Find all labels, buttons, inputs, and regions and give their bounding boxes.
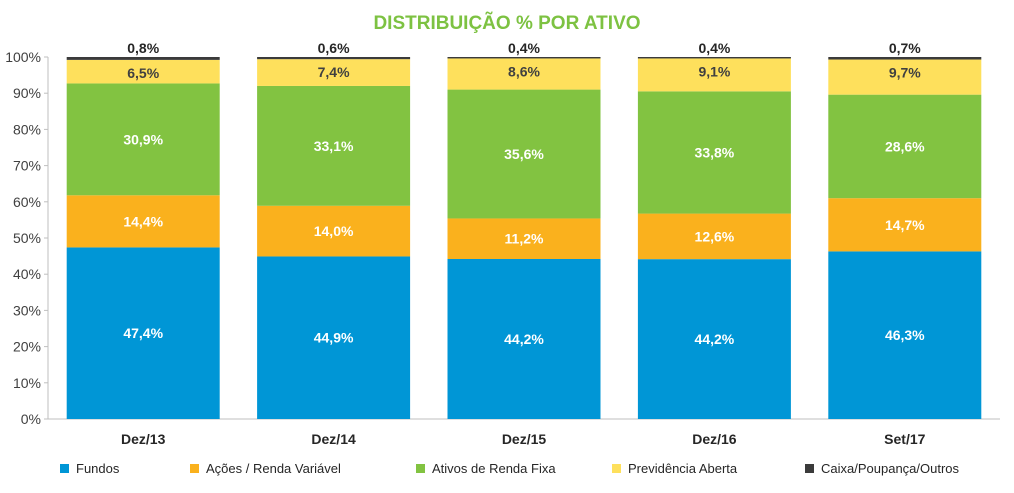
- y-tick-label: 80%: [13, 121, 41, 137]
- data-label: 8,6%: [508, 63, 540, 79]
- y-tick-label: 0%: [21, 411, 41, 427]
- legend-swatch: [190, 464, 199, 473]
- y-tick-label: 30%: [13, 302, 41, 318]
- bar-segment: [257, 256, 411, 419]
- bar-segment: [447, 89, 601, 219]
- data-label: 7,4%: [318, 64, 350, 80]
- bar-segment: [828, 198, 982, 252]
- bar-segment: [637, 57, 791, 59]
- data-label: 0,4%: [508, 40, 540, 56]
- bar-segment: [828, 59, 982, 95]
- data-label: 14,4%: [123, 213, 163, 229]
- y-tick-label: 60%: [13, 194, 41, 210]
- data-label: 0,8%: [127, 40, 159, 56]
- bar-segment: [66, 83, 220, 196]
- data-label: 9,1%: [698, 63, 730, 79]
- bar-segment: [637, 213, 791, 260]
- data-label: 12,6%: [695, 228, 735, 244]
- data-label: 0,6%: [318, 40, 350, 56]
- legend-swatch: [805, 464, 814, 473]
- bar-segment: [447, 58, 601, 90]
- data-label: 47,4%: [123, 325, 163, 341]
- bar-segment: [828, 57, 982, 60]
- bar-segment: [447, 57, 601, 59]
- data-label: 0,4%: [698, 40, 730, 56]
- bar-segment: [828, 251, 982, 419]
- data-label: 14,7%: [885, 217, 925, 233]
- chart-legend: Fundos Ações / Renda Variável Ativos de Re…: [60, 461, 960, 476]
- bar-segment: [257, 57, 411, 60]
- x-category-label: Set/17: [884, 431, 925, 447]
- legend-label: Ativos de Renda Fixa: [432, 461, 556, 476]
- x-category-label: Dez/13: [121, 431, 166, 447]
- bar-segment: [637, 58, 791, 92]
- data-label: 28,6%: [885, 138, 925, 154]
- bar-segment: [66, 247, 220, 419]
- y-tick-label: 70%: [13, 158, 41, 174]
- bar-segment: [257, 85, 411, 206]
- data-label: 0,7%: [889, 40, 921, 56]
- data-label: 46,3%: [885, 327, 925, 343]
- data-label: 35,6%: [504, 146, 544, 162]
- legend-swatch: [612, 464, 621, 473]
- legend-label: Ações / Renda Variável: [206, 461, 341, 476]
- x-category-label: Dez/15: [502, 431, 547, 447]
- y-tick-label: 40%: [13, 266, 41, 282]
- bar-segment: [66, 59, 220, 84]
- legend-label: Caixa/Poupança/Outros: [821, 461, 960, 476]
- data-label: 30,9%: [123, 131, 163, 147]
- data-label: 6,5%: [127, 65, 159, 81]
- data-label: 33,8%: [695, 144, 735, 160]
- bar-segment: [637, 91, 791, 214]
- chart-bars: [66, 57, 982, 419]
- legend-swatch: [416, 464, 425, 473]
- bar-segment: [447, 218, 601, 259]
- y-tick-label: 50%: [13, 230, 41, 246]
- bar-segment: [257, 205, 411, 257]
- legend-label: Fundos: [76, 461, 120, 476]
- data-label: 9,7%: [889, 65, 921, 81]
- data-label: 14,0%: [314, 223, 354, 239]
- y-tick-label: 90%: [13, 85, 41, 101]
- x-category-label: Dez/16: [692, 431, 737, 447]
- x-category-label: Dez/14: [311, 431, 356, 447]
- data-label: 33,1%: [314, 138, 354, 154]
- data-label: 44,9%: [314, 330, 354, 346]
- data-label: 44,2%: [695, 331, 735, 347]
- y-tick-label: 10%: [13, 375, 41, 391]
- bar-segment: [828, 94, 982, 199]
- chart-data-labels: 47,4% 14,4% 30,9% 6,5% 0,8% 44,9% 14,0% 33,1% 7,…: [123, 40, 925, 347]
- chart-title: DISTRIBUIÇÃO % POR ATIVO: [373, 13, 641, 34]
- data-label: 44,2%: [504, 331, 544, 347]
- legend-swatch: [60, 464, 69, 473]
- chart-axes: 0% 10% 20% 30% 40% 50% 60% 70% 80% 90% 100% Dez/13 D…: [5, 49, 1000, 447]
- bar-segment: [447, 258, 601, 419]
- bar-segment: [66, 195, 220, 248]
- y-tick-label: 20%: [13, 339, 41, 355]
- y-tick-label: 100%: [5, 49, 41, 65]
- bar-segment: [637, 259, 791, 419]
- data-label: 11,2%: [505, 231, 544, 247]
- legend-label: Previdência Aberta: [628, 461, 738, 476]
- bar-segment: [66, 57, 220, 60]
- bar-segment: [257, 59, 411, 86]
